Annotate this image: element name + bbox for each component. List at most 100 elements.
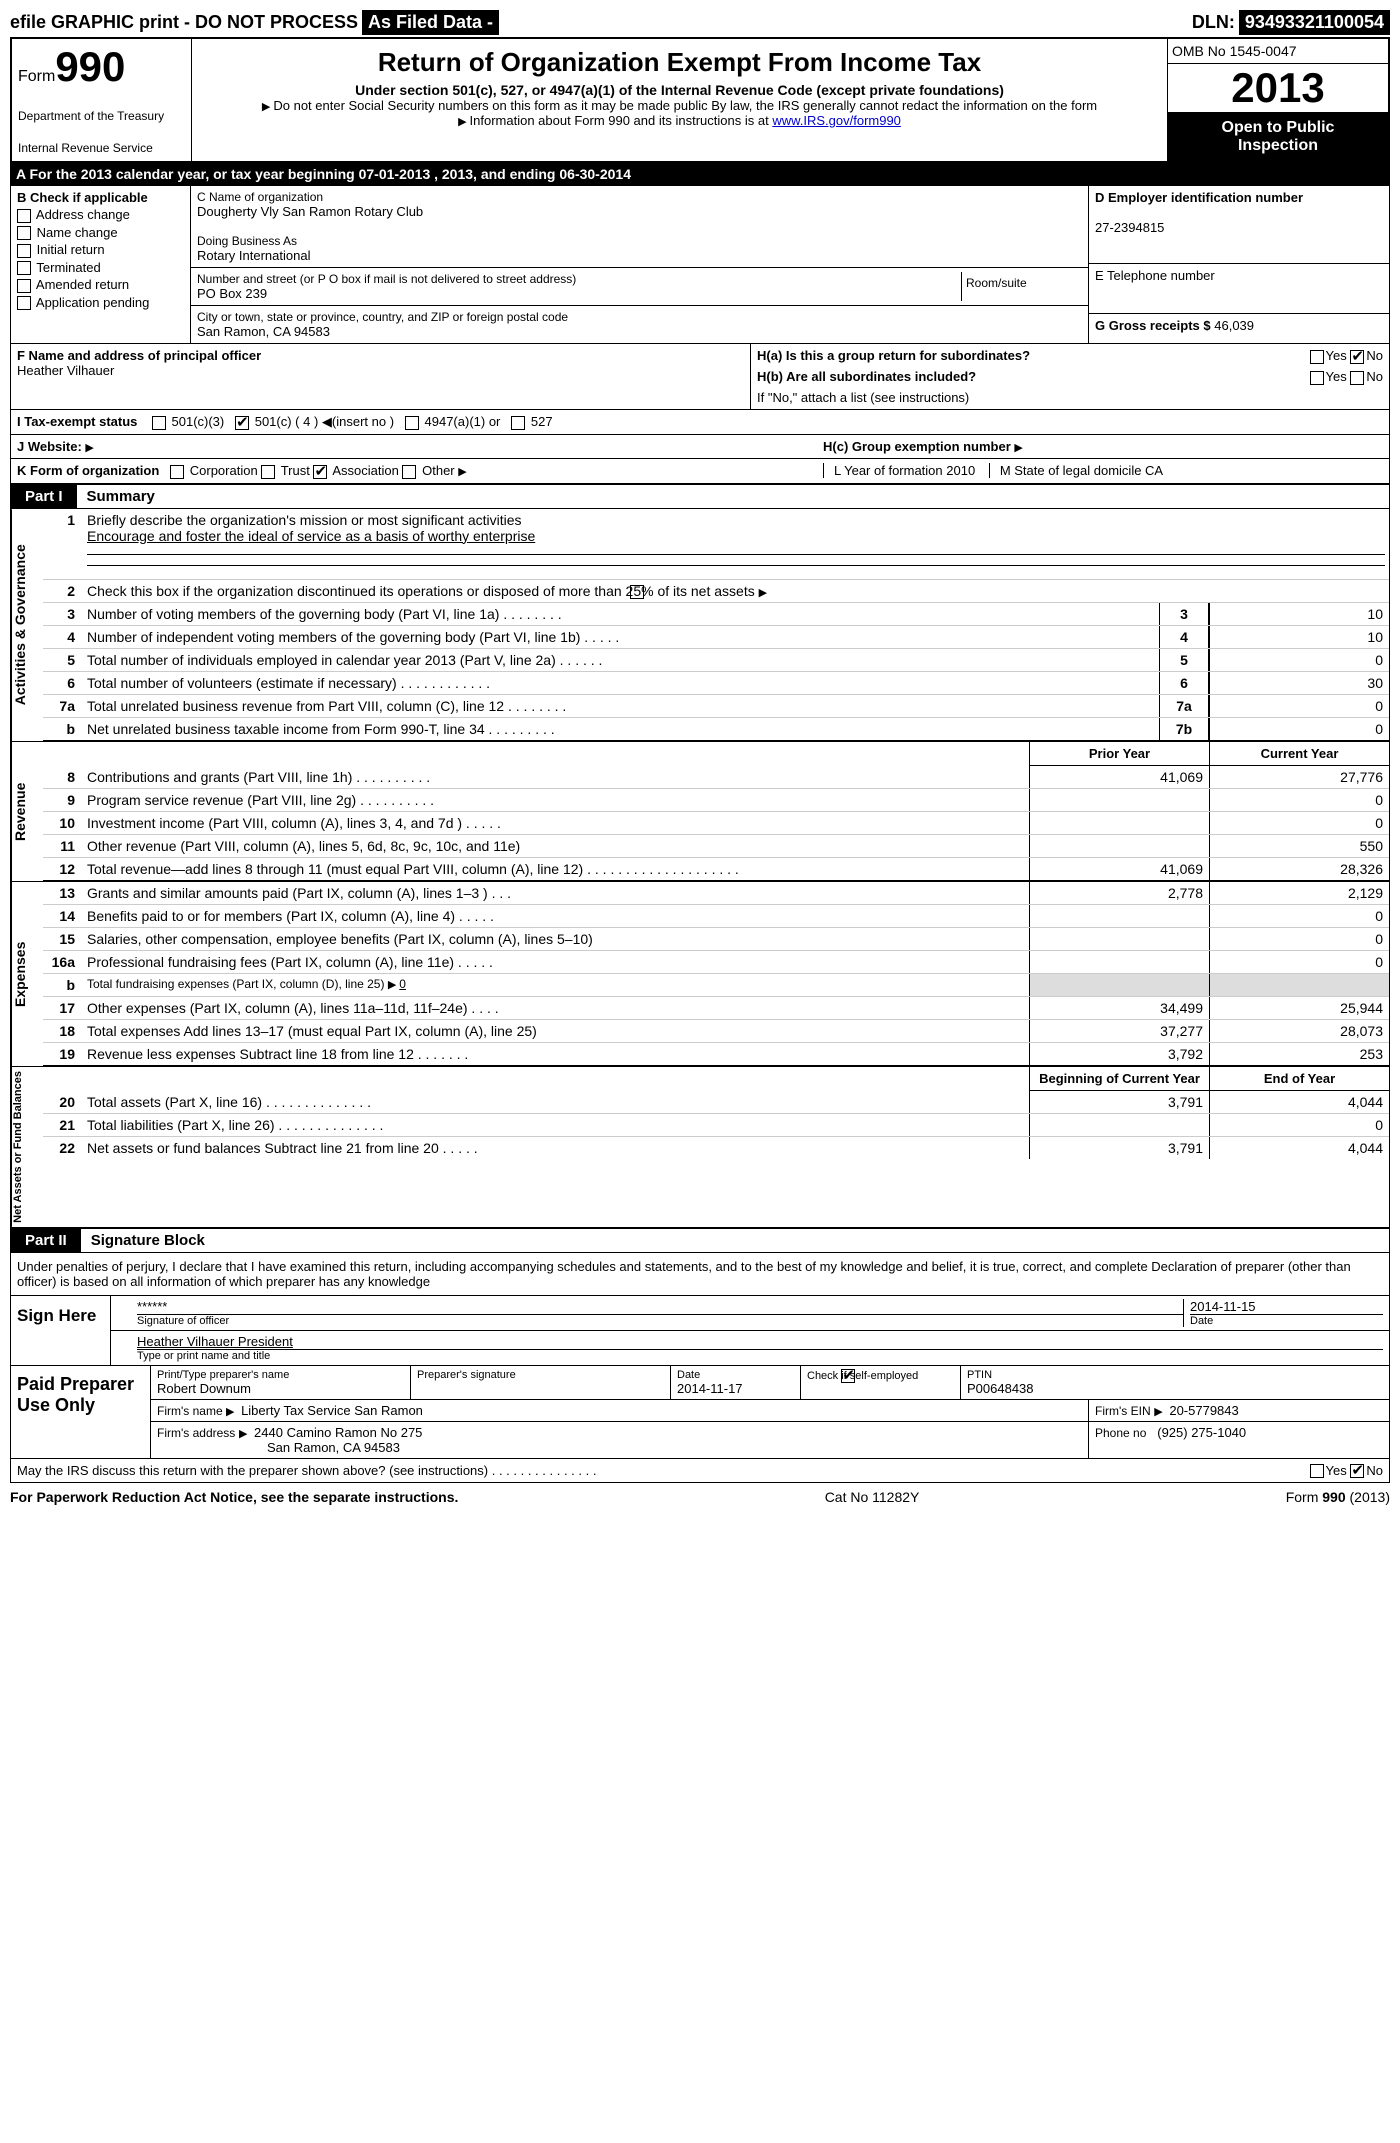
- part-1-title: Summary: [77, 488, 155, 505]
- officer-name-title: Heather Vilhauer President: [137, 1334, 1383, 1349]
- page-footer: For Paperwork Reduction Act Notice, see …: [10, 1483, 1390, 1511]
- net-assets-label: Net Assets or Fund Balances: [11, 1067, 43, 1227]
- trust-checkbox[interactable]: [261, 465, 275, 479]
- signature-block: Under penalties of perjury, I declare th…: [10, 1253, 1390, 1484]
- other-checkbox[interactable]: [402, 465, 416, 479]
- corp-checkbox[interactable]: [170, 465, 184, 479]
- name-label: Type or print name and title: [137, 1349, 1383, 1362]
- arrow-icon: [759, 583, 770, 599]
- topbar: efile GRAPHIC print - DO NOT PROCESS As …: [10, 10, 1390, 35]
- year-formation: L Year of formation 2010: [823, 463, 985, 478]
- 501c-checkbox[interactable]: [235, 416, 249, 430]
- dept-irs: Internal Revenue Service: [18, 141, 185, 155]
- initial-return-checkbox[interactable]: [17, 244, 31, 258]
- mission-text: Encourage and foster the ideal of servic…: [87, 528, 535, 544]
- hb-no-checkbox[interactable]: [1350, 371, 1364, 385]
- discuss-text: May the IRS discuss this return with the…: [17, 1463, 1310, 1479]
- amended-return-checkbox[interactable]: [17, 279, 31, 293]
- col-b-checkboxes: B Check if applicable Address change Nam…: [11, 186, 191, 343]
- prep-date: 2014-11-17: [677, 1381, 794, 1396]
- 527-checkbox[interactable]: [511, 416, 525, 430]
- room-label: Room/suite: [962, 272, 1082, 301]
- application-pending-checkbox[interactable]: [17, 296, 31, 310]
- line-3-value: 10: [1209, 603, 1389, 625]
- 501c3-checkbox[interactable]: [152, 416, 166, 430]
- ptin: P00648438: [967, 1381, 1383, 1396]
- arrow-icon: [458, 463, 469, 478]
- ha-yes-checkbox[interactable]: [1310, 350, 1324, 364]
- arrow-icon: [1014, 439, 1025, 454]
- phone-label: E Telephone number: [1095, 268, 1383, 283]
- self-employed-checkbox[interactable]: [841, 1369, 855, 1383]
- tax-year: 2013: [1168, 64, 1388, 113]
- form-header: Form990 Department of the Treasury Inter…: [10, 37, 1390, 163]
- state-domicile: M State of legal domicile CA: [989, 463, 1173, 478]
- header-left: Form990 Department of the Treasury Inter…: [12, 39, 192, 161]
- officer-name: Heather Vilhauer: [17, 363, 744, 378]
- arrow-icon: [262, 98, 273, 113]
- firm-name: Liberty Tax Service San Ramon: [241, 1403, 423, 1418]
- line-4-value: 10: [1209, 626, 1389, 648]
- part-2-title: Signature Block: [81, 1232, 205, 1249]
- asfiled-box: As Filed Data -: [362, 10, 499, 35]
- address-change-checkbox[interactable]: [17, 209, 31, 223]
- col-b-title: B Check if applicable: [17, 190, 184, 205]
- firm-ein: 20-5779843: [1169, 1403, 1238, 1418]
- expenses-label: Expenses: [11, 882, 43, 1066]
- hb-note: If "No," attach a list (see instructions…: [757, 390, 1383, 405]
- arrow-icon: [388, 977, 399, 991]
- row-i-tax-status: I Tax-exempt status 501(c)(3) 501(c) ( 4…: [10, 410, 1390, 435]
- arrow-icon: [458, 113, 469, 128]
- gross-value: 46,039: [1214, 318, 1254, 333]
- hb-yes-checkbox[interactable]: [1310, 371, 1324, 385]
- dba-label: Doing Business As: [197, 234, 1082, 248]
- col-d-ein: D Employer identification number 27-2394…: [1089, 186, 1389, 343]
- firm-city: San Ramon, CA 94583: [157, 1440, 400, 1455]
- arrow-icon: [226, 1403, 237, 1418]
- net-assets-section: Net Assets or Fund Balances Beginning of…: [10, 1067, 1390, 1228]
- signature-stars: ******: [137, 1299, 1183, 1314]
- form-title: Return of Organization Exempt From Incom…: [200, 47, 1159, 78]
- discuss-yes-checkbox[interactable]: [1310, 1464, 1324, 1478]
- name-change-checkbox[interactable]: [17, 226, 31, 240]
- col-c-org-info: C Name of organization Dougherty Vly San…: [191, 186, 1089, 343]
- efile-text: efile GRAPHIC print - DO NOT PROCESS: [10, 12, 358, 33]
- revenue-section: Revenue Prior YearCurrent Year 8Contribu…: [10, 742, 1390, 882]
- note1: Do not enter Social Security numbers on …: [273, 98, 1097, 113]
- sign-here-label: Sign Here: [11, 1296, 111, 1365]
- row-j-website: J Website: H(c) Group exemption number: [10, 435, 1390, 459]
- fh-row: F Name and address of principal officer …: [10, 344, 1390, 410]
- assoc-checkbox[interactable]: [313, 465, 327, 479]
- revenue-label: Revenue: [11, 742, 43, 881]
- discontinued-checkbox[interactable]: [630, 585, 644, 599]
- addr-value: PO Box 239: [197, 286, 961, 301]
- signature-date: 2014-11-15: [1190, 1299, 1383, 1314]
- current-year-header: Current Year: [1209, 742, 1389, 766]
- terminated-checkbox[interactable]: [17, 261, 31, 275]
- ha-no-checkbox[interactable]: [1350, 350, 1364, 364]
- 4947-checkbox[interactable]: [405, 416, 419, 430]
- line-6-value: 30: [1209, 672, 1389, 694]
- city-label: City or town, state or province, country…: [197, 310, 1082, 324]
- end-year-header: End of Year: [1209, 1067, 1389, 1091]
- paid-preparer-section: Paid Preparer Use Only Print/Type prepar…: [11, 1365, 1389, 1458]
- footer-left: For Paperwork Reduction Act Notice, see …: [10, 1489, 458, 1505]
- row-k-form-org: K Form of organization Corporation Trust…: [10, 459, 1390, 484]
- firm-phone: (925) 275-1040: [1157, 1425, 1246, 1440]
- arrow-icon: [85, 439, 96, 454]
- preparer-name: Robert Downum: [157, 1381, 404, 1396]
- signature-label: Signature of officer: [137, 1314, 1183, 1327]
- ein-label: D Employer identification number: [1095, 190, 1383, 205]
- discuss-no-checkbox[interactable]: [1350, 1464, 1364, 1478]
- paid-preparer-label: Paid Preparer Use Only: [11, 1366, 151, 1458]
- irs-link[interactable]: www.IRS.gov/form990: [772, 113, 901, 128]
- governance-section: Activities & Governance 1Briefly describ…: [10, 509, 1390, 742]
- prior-year-header: Prior Year: [1029, 742, 1209, 766]
- gross-label: G Gross receipts $: [1095, 318, 1211, 333]
- form-number: 990: [55, 43, 125, 90]
- footer-mid: Cat No 11282Y: [825, 1489, 920, 1505]
- line-5-value: 0: [1209, 649, 1389, 671]
- group-return-section: H(a) Is this a group return for subordin…: [751, 344, 1389, 409]
- open-to-public: Open to Public Inspection: [1168, 113, 1388, 161]
- part-1-header: Part I Summary: [10, 484, 1390, 509]
